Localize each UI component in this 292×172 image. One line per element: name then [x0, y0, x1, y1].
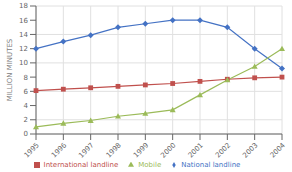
svg-text:16: 16	[19, 17, 28, 25]
svg-text:0: 0	[24, 130, 28, 138]
html-text:Mobile: Mobile	[138, 161, 162, 169]
svg-text:18: 18	[19, 2, 28, 10]
svg-text:12: 12	[19, 45, 28, 53]
svg-text:6: 6	[24, 88, 29, 96]
svg-text:4: 4	[24, 102, 29, 110]
svg-text:2004: 2004	[269, 141, 284, 160]
html-text:National landline: National landline	[181, 161, 241, 169]
svg-text:2002: 2002	[214, 141, 232, 159]
svg-text:2001: 2001	[187, 141, 205, 159]
svg-text:2003: 2003	[241, 141, 259, 159]
svg-text:8: 8	[24, 74, 28, 82]
svg-text:1995: 1995	[23, 141, 41, 159]
svg-text:MILLION MINUTES: MILLION MINUTES	[8, 38, 14, 101]
html-text:International landline: International landline	[43, 161, 119, 169]
svg-text:1997: 1997	[77, 141, 95, 159]
svg-text:1998: 1998	[105, 141, 123, 159]
svg-text:1996: 1996	[50, 141, 69, 160]
svg-text:10: 10	[19, 59, 28, 67]
svg-text:1999: 1999	[132, 141, 150, 159]
svg-text:14: 14	[19, 31, 28, 39]
svg-text:2000: 2000	[159, 141, 177, 159]
svg-text:2: 2	[24, 116, 28, 124]
